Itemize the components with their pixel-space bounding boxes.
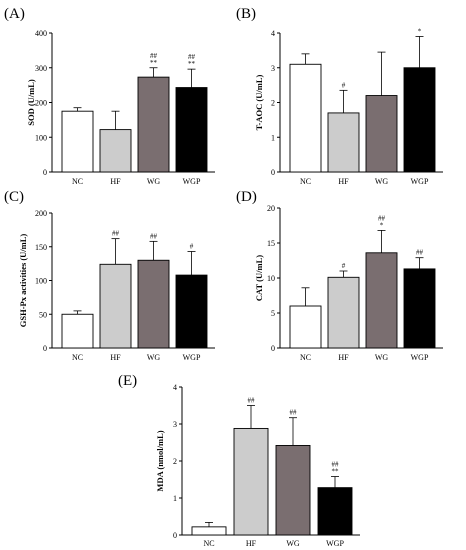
x-category-label: WGP — [183, 353, 201, 362]
x-category-label: WG — [286, 539, 300, 548]
y-tick-label: 4 — [271, 29, 275, 38]
bar-hf — [233, 427, 269, 536]
y-axis-label: T-AOC (U/mL) — [254, 75, 264, 131]
bar-nc — [61, 110, 94, 173]
bar-hf — [327, 276, 360, 349]
bar-wg — [365, 95, 398, 173]
panel-label: (A) — [4, 6, 25, 22]
x-category-label: NC — [300, 177, 311, 186]
y-tick-label: 10 — [267, 274, 275, 283]
significance-mark: ## — [378, 214, 386, 222]
significance-mark: ## — [416, 249, 424, 257]
y-tick-label: 0 — [271, 168, 275, 177]
y-tick-label: 20 — [267, 204, 275, 213]
y-tick-label: 200 — [35, 99, 47, 108]
y-tick-label: 0 — [43, 168, 47, 177]
y-axis-label: SOD (U/mL) — [26, 79, 36, 126]
y-tick-label: 3 — [271, 64, 275, 73]
significance-mark: # — [342, 81, 346, 89]
significance-mark: ## — [150, 52, 158, 60]
x-category-label: HF — [110, 177, 121, 186]
bar-wg — [365, 252, 398, 349]
significance-mark: * — [418, 27, 422, 35]
x-category-label: WG — [375, 177, 389, 186]
significance-mark: ## — [150, 232, 158, 240]
significance-mark: ## — [248, 397, 256, 405]
bar-wgp — [175, 87, 208, 173]
bar-wgp — [175, 274, 208, 349]
y-tick-label: 2 — [173, 457, 177, 466]
x-category-label: WGP — [326, 539, 344, 548]
y-tick-label: 100 — [35, 133, 47, 142]
bar-wgp — [403, 268, 436, 349]
y-tick-label: 100 — [35, 277, 47, 286]
x-category-label: WGP — [411, 177, 429, 186]
chart-panel-b: (B) 0 1 2 3 4 T-AOC (U/mL) NC # HF WG * WGP — [236, 6, 443, 186]
y-tick-label: 15 — [267, 239, 275, 248]
bar-wgp — [403, 67, 436, 173]
bar-wg — [137, 76, 170, 173]
y-tick-label: 200 — [35, 209, 47, 218]
y-tick-label: 1 — [173, 494, 177, 503]
y-tick-label: 50 — [39, 310, 47, 319]
significance-mark: ** — [332, 468, 340, 476]
x-category-label: HF — [338, 177, 349, 186]
bar-hf — [327, 112, 360, 173]
y-tick-label: 0 — [271, 344, 275, 353]
significance-mark: ## — [290, 409, 298, 417]
x-category-label: WGP — [183, 177, 201, 186]
significance-mark: ## — [188, 53, 196, 61]
chart-panel-c: (C) 0 50 100 150 200 GSH-Px activities (U/mL) N… — [4, 189, 215, 362]
bar-nc — [61, 313, 94, 349]
significance-mark: ## — [332, 461, 340, 469]
x-category-label: NC — [72, 353, 83, 362]
y-axis-label: CAT (U/mL) — [254, 255, 264, 301]
panel-label: (C) — [4, 189, 24, 205]
panel-label: (B) — [236, 6, 256, 22]
significance-mark: # — [342, 262, 346, 270]
x-category-label: NC — [300, 353, 311, 362]
panel-label: (D) — [236, 189, 257, 205]
y-tick-label: 0 — [173, 531, 177, 540]
x-category-label: HF — [110, 353, 121, 362]
bar-hf — [99, 263, 132, 349]
y-tick-label: 3 — [173, 420, 177, 429]
significance-mark: ## — [112, 230, 120, 238]
x-category-label: WGP — [411, 353, 429, 362]
y-axis-label: MDA (nmol/mL) — [155, 430, 165, 491]
y-tick-label: 0 — [43, 344, 47, 353]
significance-mark: ** — [188, 60, 196, 68]
bar-wg — [137, 259, 170, 349]
bar-nc — [191, 526, 227, 536]
significance-mark: ** — [150, 59, 158, 67]
x-category-label: WG — [147, 177, 161, 186]
y-tick-label: 4 — [173, 383, 177, 392]
y-tick-label: 5 — [271, 309, 275, 318]
x-category-label: NC — [203, 539, 214, 548]
panel-label: (E) — [118, 373, 137, 389]
x-category-label: WG — [375, 353, 389, 362]
bar-wgp — [317, 487, 353, 536]
y-tick-label: 400 — [35, 29, 47, 38]
bar-nc — [289, 63, 322, 173]
y-tick-label: 1 — [271, 133, 275, 142]
significance-mark: # — [190, 242, 194, 250]
bar-nc — [289, 305, 322, 349]
x-category-label: HF — [338, 353, 349, 362]
significance-mark: * — [380, 221, 384, 229]
y-axis-label: GSH-Px activities (U/mL) — [18, 234, 28, 328]
bar-wg — [275, 445, 311, 536]
y-tick-label: 300 — [35, 64, 47, 73]
x-category-label: HF — [246, 539, 257, 548]
x-category-label: WG — [147, 353, 161, 362]
x-category-label: NC — [72, 177, 83, 186]
y-tick-label: 150 — [35, 243, 47, 252]
bar-hf — [99, 129, 132, 173]
y-tick-label: 2 — [271, 99, 275, 108]
